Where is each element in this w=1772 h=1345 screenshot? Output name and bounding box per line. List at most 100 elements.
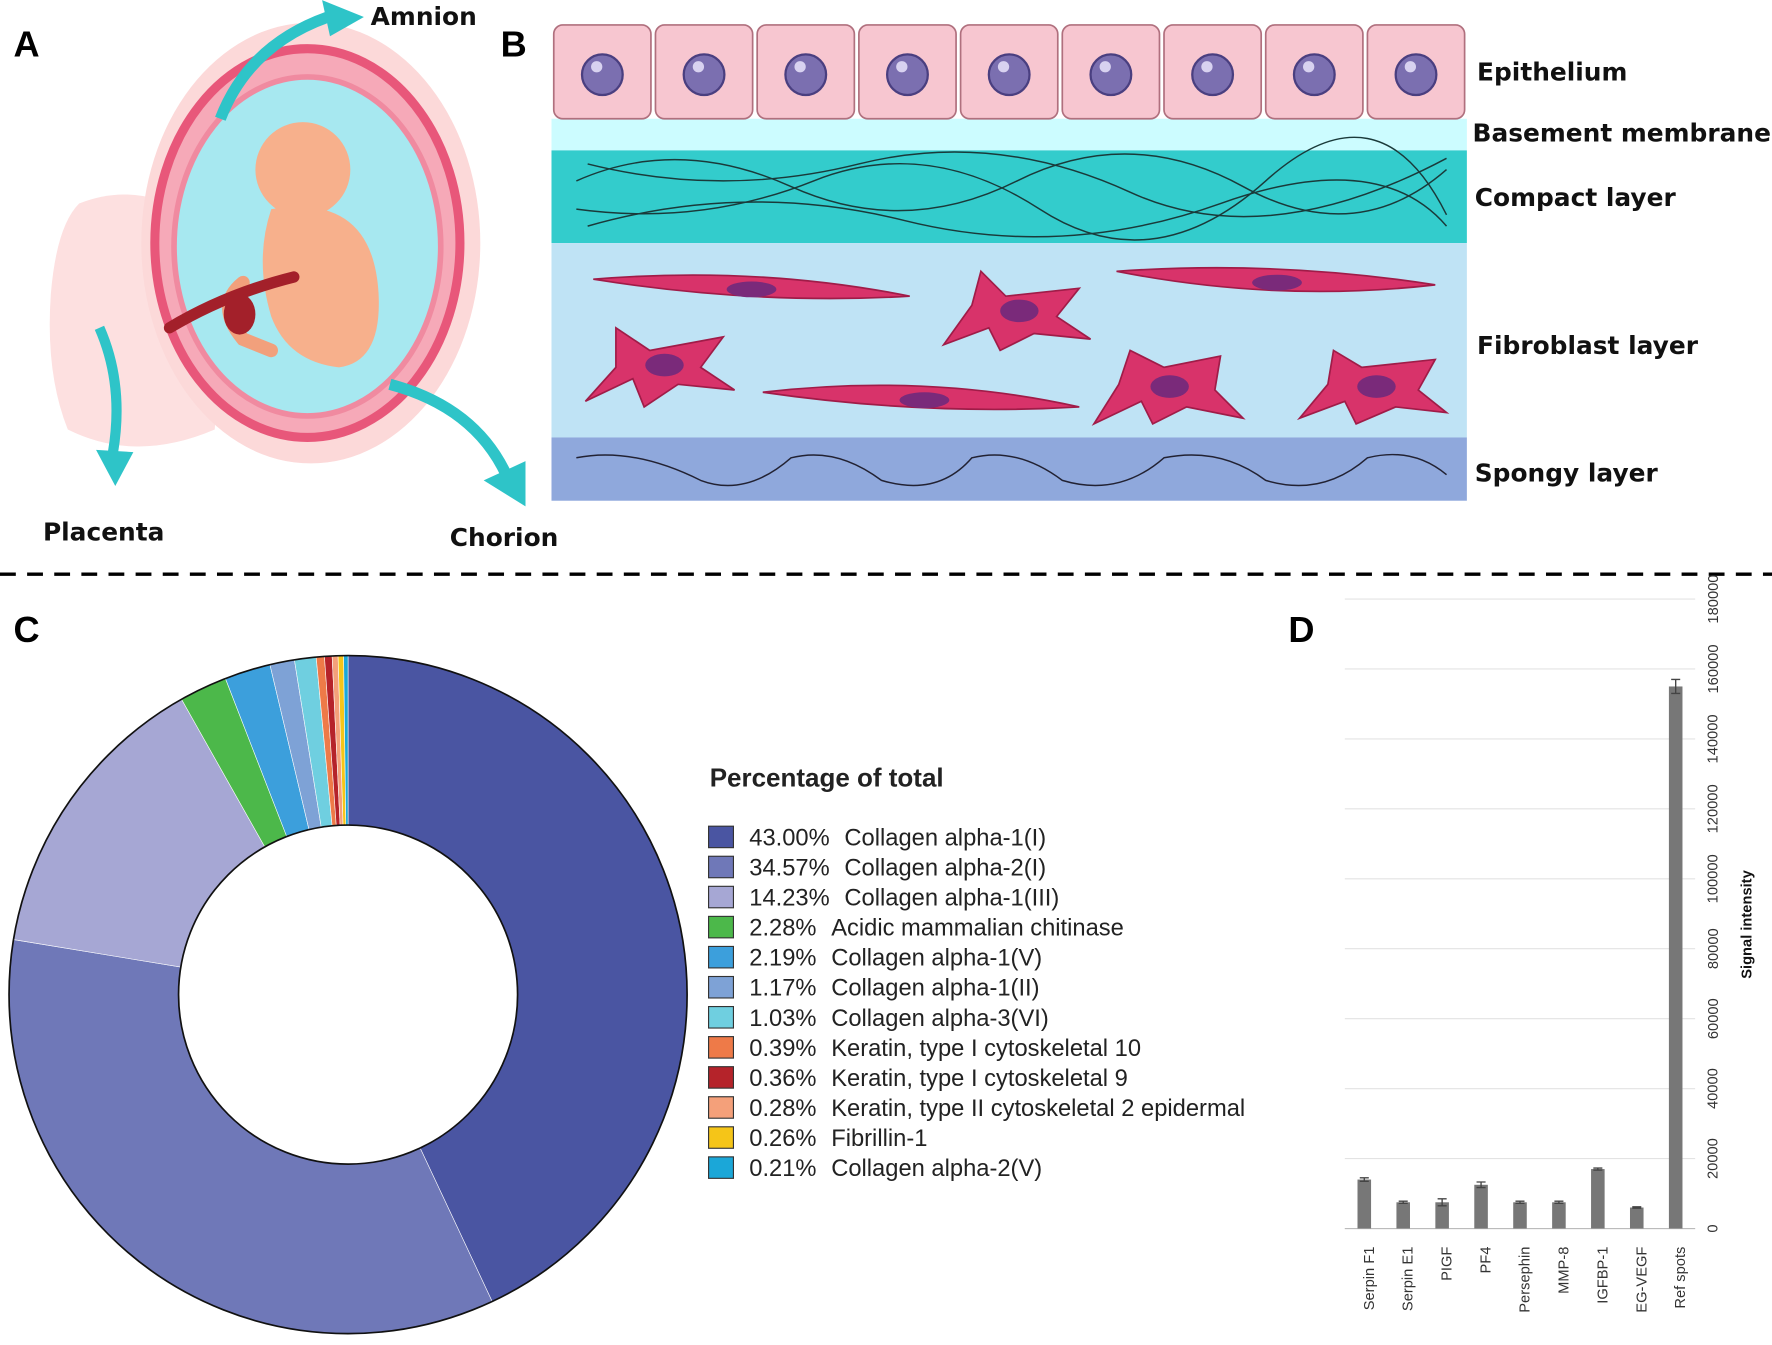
legend-swatch (708, 1156, 735, 1179)
layer-label: Basement membrane (1473, 118, 1771, 147)
legend-name: Keratin, type I cytoskeletal 9 (831, 1066, 1128, 1092)
legend-value: 0.26% (749, 1126, 816, 1152)
nucleus (580, 53, 624, 97)
y-tick-label: 120000 (1706, 784, 1722, 833)
layer-label: Compact layer (1475, 183, 1677, 212)
y-tick-label: 0 (1706, 1224, 1722, 1232)
legend-swatch (708, 945, 735, 969)
y-tick-label: 20000 (1706, 1138, 1722, 1179)
legend-entry: 2.28% Acidic mammalian chitinase (749, 916, 1124, 942)
bar (1629, 1207, 1644, 1229)
region-label: Chorion (450, 523, 559, 552)
legend-name: Keratin, type I cytoskeletal 10 (831, 1036, 1141, 1062)
nucleus (987, 53, 1031, 97)
legend-entry: 0.21% Collagen alpha-2(V) (749, 1156, 1042, 1182)
bar (1591, 1169, 1605, 1229)
legend-name: Collagen alpha-1(III) (844, 886, 1059, 912)
legend-name: Collagen alpha-1(I) (844, 825, 1046, 851)
error-bar (1359, 1177, 1369, 1182)
legend-value: 34.57% (749, 855, 829, 881)
error-bar (1515, 1200, 1525, 1205)
bar (1474, 1184, 1488, 1229)
region-label: Placenta (43, 517, 164, 546)
x-tick-label: PIGF (1440, 1247, 1456, 1281)
legend-entry: 43.00% Collagen alpha-1(I) (749, 825, 1046, 851)
panel-label: B (501, 24, 527, 65)
legend-value: 2.28% (749, 916, 816, 942)
legend-swatch (708, 1036, 735, 1059)
y-tick-label: 160000 (1706, 644, 1722, 693)
error-bar (1476, 1181, 1486, 1189)
y-tick-label: 40000 (1706, 1068, 1722, 1109)
legend-entry: 1.03% Collagen alpha-3(VI) (749, 1006, 1049, 1032)
error-bar (1398, 1200, 1408, 1205)
nucleus-shine (1303, 61, 1315, 73)
bar (1552, 1202, 1566, 1229)
y-tick-label: 80000 (1706, 928, 1722, 969)
bar (1357, 1179, 1372, 1229)
y-tick-label: 60000 (1706, 998, 1722, 1039)
error-bar (1437, 1198, 1447, 1207)
nucleus (885, 53, 929, 97)
nucleus-shine (997, 61, 1010, 73)
legend-name: Collagen alpha-2(V) (831, 1156, 1042, 1182)
y-tick-label: 100000 (1706, 854, 1722, 903)
legend-entry: 34.57% Collagen alpha-2(I) (749, 855, 1046, 881)
nucleus-shine (692, 61, 705, 73)
legend-value: 14.23% (749, 886, 829, 912)
legend-name: Collagen alpha-3(VI) (831, 1006, 1049, 1032)
x-tick-label: MMP-8 (1556, 1247, 1572, 1294)
panel-a-illustration (49, 0, 526, 507)
legend-entry: 14.23% Collagen alpha-1(III) (749, 886, 1059, 912)
layer-label: Spongy layer (1475, 459, 1659, 488)
pie-slice (8, 939, 493, 1334)
bar (1668, 686, 1683, 1229)
legend-value: 1.17% (749, 976, 816, 1002)
legend-swatch (708, 1066, 735, 1089)
nucleus-shine (1099, 61, 1111, 73)
error-bar (1554, 1200, 1564, 1205)
x-tick-label: IGFBP-1 (1595, 1247, 1611, 1304)
x-tick-label: PF4 (1479, 1247, 1495, 1274)
nucleus-shine (1404, 61, 1417, 73)
nucleus-shine (896, 61, 908, 73)
layer-label: Epithelium (1477, 57, 1627, 86)
bar (1513, 1202, 1527, 1229)
legend-name: Collagen alpha-2(I) (844, 855, 1046, 881)
legend-value: 2.19% (749, 946, 816, 972)
panel-label: D (1288, 609, 1314, 650)
y-tick-label: 140000 (1706, 714, 1722, 763)
nucleus-shine (794, 61, 806, 73)
nucleus (784, 53, 828, 97)
x-tick-label: Serpin E1 (1401, 1247, 1417, 1312)
nucleus (1394, 53, 1438, 97)
legend-swatch (708, 1096, 735, 1119)
legend-name: Acidic mammalian chitinase (831, 916, 1124, 942)
bar (1396, 1202, 1410, 1229)
legend-entry: 0.36% Keratin, type I cytoskeletal 9 (749, 1066, 1128, 1092)
legend-name: Fibrillin-1 (831, 1126, 927, 1152)
donut-hole-outline (177, 824, 519, 1165)
legend-swatch (708, 915, 735, 939)
legend-value: 0.39% (749, 1036, 816, 1062)
legend-name: Collagen alpha-1(II) (831, 976, 1039, 1002)
legend-value: 43.00% (749, 825, 829, 851)
nucleus (1089, 53, 1133, 97)
bar (1435, 1202, 1449, 1229)
legend-entry: 1.17% Collagen alpha-1(II) (749, 976, 1039, 1002)
nucleus (682, 53, 726, 97)
legend-swatch (708, 1126, 735, 1149)
y-tick-label: 180000 (1706, 575, 1722, 624)
x-tick-label: EG-VEGF (1634, 1247, 1650, 1313)
legend-value: 1.03% (749, 1006, 816, 1032)
nucleus (1292, 53, 1336, 97)
legend-swatch (708, 855, 735, 879)
legend-title: Percentage of total (710, 763, 944, 793)
region-label: Amnion (371, 2, 477, 31)
legend-value: 0.36% (749, 1066, 816, 1092)
legend-name: Collagen alpha-1(V) (831, 946, 1042, 972)
nucleus (1191, 53, 1235, 97)
x-tick-label: Persephin (1518, 1247, 1534, 1313)
